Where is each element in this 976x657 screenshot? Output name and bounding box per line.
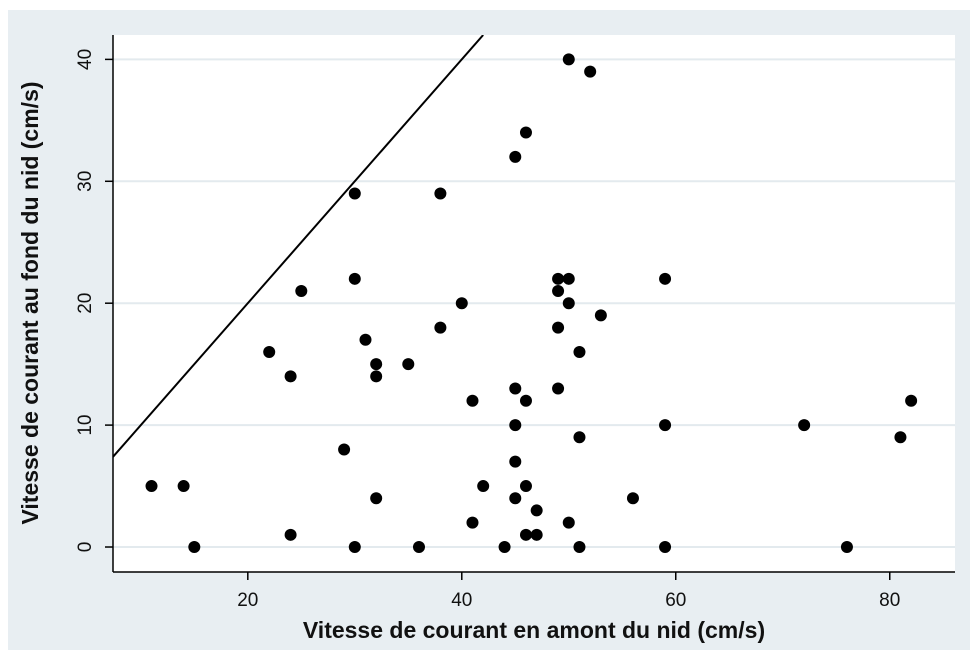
- point: [370, 358, 383, 371]
- point: [519, 126, 532, 139]
- point: [562, 297, 575, 310]
- point: [338, 443, 351, 456]
- point: [552, 321, 565, 334]
- point: [509, 382, 522, 395]
- point: [145, 480, 158, 493]
- point: [509, 492, 522, 505]
- x-tick-label: 40: [451, 590, 472, 611]
- point: [519, 480, 532, 493]
- point: [466, 394, 479, 407]
- point: [477, 480, 490, 493]
- point: [562, 272, 575, 285]
- y-axis-title: Vitesse de courant au fond du nid (cm/s): [17, 81, 43, 524]
- point: [573, 345, 586, 358]
- y-tick-label: 30: [75, 171, 96, 192]
- y-tick-label: 10: [75, 415, 96, 436]
- point: [573, 541, 586, 554]
- grid: [113, 58, 955, 549]
- point: [295, 285, 308, 298]
- y-tick-label: 20: [75, 293, 96, 314]
- x-tick-label: 80: [879, 590, 900, 611]
- marks: [113, 35, 918, 554]
- point: [659, 541, 672, 554]
- point: [562, 53, 575, 66]
- point: [552, 285, 565, 298]
- point: [659, 419, 672, 432]
- point: [659, 272, 672, 285]
- point: [188, 541, 201, 554]
- reference-line: [113, 35, 484, 458]
- x-tick-label: 20: [237, 590, 258, 611]
- point: [519, 528, 532, 541]
- point: [552, 382, 565, 395]
- point: [594, 309, 607, 322]
- point: [348, 187, 361, 200]
- point: [509, 150, 522, 163]
- y-tick-label: 0: [75, 542, 96, 553]
- point: [530, 504, 543, 517]
- x-axis-title: Vitesse de courant en amont du nid (cm/s…: [303, 617, 765, 643]
- point: [177, 480, 190, 493]
- point: [402, 358, 415, 371]
- point: [434, 187, 447, 200]
- y-tick-label: 40: [75, 49, 96, 70]
- point: [509, 419, 522, 432]
- point: [370, 492, 383, 505]
- point: [412, 541, 425, 554]
- point: [530, 528, 543, 541]
- point: [798, 419, 811, 432]
- point: [519, 394, 532, 407]
- x-tick-label: 60: [665, 590, 686, 611]
- point: [434, 321, 447, 334]
- point: [562, 516, 575, 529]
- point: [370, 370, 383, 383]
- point: [894, 431, 907, 444]
- point: [348, 541, 361, 554]
- point: [359, 333, 372, 346]
- point: [455, 297, 468, 310]
- point: [284, 370, 297, 383]
- point: [905, 394, 918, 407]
- point: [466, 516, 479, 529]
- point: [573, 431, 586, 444]
- point: [552, 272, 565, 285]
- point: [626, 492, 639, 505]
- point: [498, 541, 511, 554]
- point: [509, 455, 522, 468]
- point: [348, 272, 361, 285]
- point: [840, 541, 853, 554]
- point: [263, 345, 276, 358]
- point: [284, 528, 297, 541]
- point: [584, 65, 597, 78]
